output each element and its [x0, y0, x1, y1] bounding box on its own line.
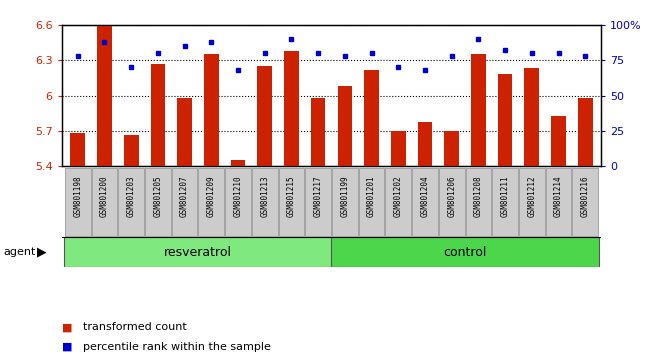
- Text: GSM801213: GSM801213: [260, 175, 269, 217]
- Bar: [257, 66, 272, 166]
- Text: transformed count: transformed count: [83, 322, 187, 332]
- Bar: [151, 64, 165, 166]
- Text: ▶: ▶: [37, 246, 47, 259]
- Text: ■: ■: [62, 322, 72, 332]
- FancyBboxPatch shape: [546, 168, 571, 236]
- FancyBboxPatch shape: [359, 168, 384, 236]
- Bar: [391, 131, 406, 166]
- Bar: [364, 70, 379, 166]
- Text: GSM801198: GSM801198: [73, 175, 83, 217]
- FancyBboxPatch shape: [225, 168, 251, 236]
- Text: GSM801199: GSM801199: [341, 175, 349, 217]
- Text: GSM801205: GSM801205: [153, 175, 162, 217]
- Bar: [64, 237, 332, 267]
- Bar: [525, 68, 539, 166]
- Text: GSM801212: GSM801212: [527, 175, 536, 217]
- Text: GSM801216: GSM801216: [580, 175, 590, 217]
- Bar: [337, 86, 352, 166]
- FancyBboxPatch shape: [279, 168, 304, 236]
- Bar: [97, 25, 112, 166]
- Text: agent: agent: [3, 247, 36, 257]
- Text: GSM801204: GSM801204: [421, 175, 430, 217]
- Text: GSM801214: GSM801214: [554, 175, 563, 217]
- Bar: [177, 98, 192, 166]
- Text: GSM801215: GSM801215: [287, 175, 296, 217]
- Bar: [498, 74, 512, 166]
- FancyBboxPatch shape: [573, 168, 598, 236]
- Text: GSM801208: GSM801208: [474, 175, 483, 217]
- Bar: [418, 121, 432, 166]
- FancyBboxPatch shape: [465, 168, 491, 236]
- Bar: [311, 98, 326, 166]
- Text: ■: ■: [62, 342, 72, 352]
- Text: GSM801209: GSM801209: [207, 175, 216, 217]
- Text: GSM801200: GSM801200: [100, 175, 109, 217]
- Bar: [231, 160, 245, 166]
- Text: GSM801201: GSM801201: [367, 175, 376, 217]
- Text: percentile rank within the sample: percentile rank within the sample: [83, 342, 270, 352]
- Bar: [204, 54, 218, 166]
- Text: resveratrol: resveratrol: [164, 246, 232, 259]
- Text: control: control: [443, 246, 487, 259]
- Text: GSM801206: GSM801206: [447, 175, 456, 217]
- Bar: [284, 51, 299, 166]
- FancyBboxPatch shape: [252, 168, 278, 236]
- FancyBboxPatch shape: [65, 168, 90, 236]
- FancyBboxPatch shape: [198, 168, 224, 236]
- Bar: [551, 116, 566, 166]
- FancyBboxPatch shape: [439, 168, 465, 236]
- Text: GSM801211: GSM801211: [500, 175, 510, 217]
- FancyBboxPatch shape: [306, 168, 331, 236]
- Bar: [471, 54, 486, 166]
- Text: GSM801203: GSM801203: [127, 175, 136, 217]
- Bar: [70, 133, 85, 166]
- FancyBboxPatch shape: [412, 168, 438, 236]
- FancyBboxPatch shape: [118, 168, 144, 236]
- Text: GSM801210: GSM801210: [233, 175, 242, 217]
- Bar: [578, 98, 593, 166]
- FancyBboxPatch shape: [492, 168, 518, 236]
- FancyBboxPatch shape: [332, 168, 358, 236]
- FancyBboxPatch shape: [92, 168, 117, 236]
- FancyBboxPatch shape: [172, 168, 198, 236]
- FancyBboxPatch shape: [519, 168, 545, 236]
- Text: GSM801217: GSM801217: [314, 175, 322, 217]
- FancyBboxPatch shape: [385, 168, 411, 236]
- FancyBboxPatch shape: [145, 168, 171, 236]
- Text: GSM801202: GSM801202: [394, 175, 403, 217]
- Text: GSM801207: GSM801207: [180, 175, 189, 217]
- Bar: [332, 237, 599, 267]
- Bar: [445, 131, 459, 166]
- Bar: [124, 135, 138, 166]
